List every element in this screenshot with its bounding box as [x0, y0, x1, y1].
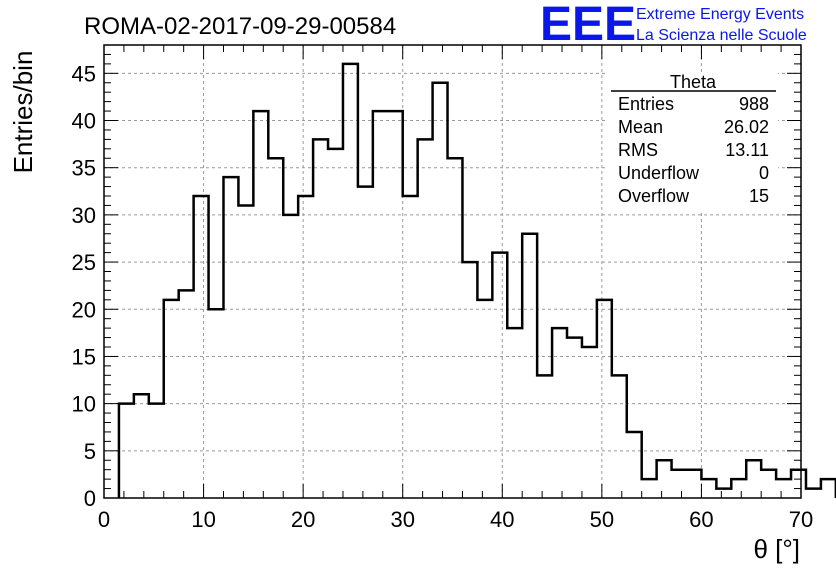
stats-label: Entries — [618, 94, 674, 114]
histogram-bin — [343, 64, 358, 498]
histogram-bin — [492, 253, 507, 498]
histogram-bin — [791, 470, 806, 498]
histogram-bin — [164, 300, 179, 498]
x-tick-label: 20 — [291, 507, 315, 532]
histogram-bin — [268, 158, 283, 498]
histogram-bin — [238, 205, 253, 498]
histogram-bin — [388, 111, 403, 498]
y-tick-label: 30 — [72, 203, 96, 228]
histogram-bin — [731, 479, 746, 498]
histogram-bin — [672, 470, 687, 498]
x-tick-labels: 0 10 20 30 40 50 60 70 — [98, 507, 813, 532]
histogram-outline — [117, 62, 836, 498]
y-tick-labels: 0 5 10 15 20 25 30 35 40 45 — [72, 61, 96, 511]
brand-line-1: Extreme Energy Events — [636, 6, 804, 23]
histogram-bin — [761, 470, 776, 498]
stats-value: 15 — [749, 186, 769, 206]
stats-label: Mean — [618, 117, 663, 137]
histogram-bin — [552, 328, 567, 498]
y-tick-label: 45 — [72, 61, 96, 86]
histogram-bin — [418, 139, 433, 498]
stats-background — [608, 72, 778, 212]
stats-label: Overflow — [618, 186, 690, 206]
histogram-bin — [149, 404, 164, 498]
y-tick-label: 25 — [72, 250, 96, 275]
x-tick-label: 10 — [191, 507, 215, 532]
stats-value: 13.11 — [725, 140, 769, 160]
y-tick-label: 35 — [72, 156, 96, 181]
histogram-bin — [462, 262, 477, 498]
histogram-bin — [433, 83, 448, 498]
histogram-bin — [179, 290, 194, 498]
stats-rows: Entries 988 Mean 26.02 RMS 13.11 Underflow 0 Ove… — [618, 94, 769, 206]
y-tick-label: 40 — [72, 109, 96, 134]
histogram-bin — [298, 196, 313, 498]
histogram-bin — [209, 309, 224, 498]
histogram-bin — [686, 470, 701, 498]
histogram-bin — [522, 234, 537, 498]
histogram-bin — [373, 111, 388, 498]
x-tick-label: 0 — [98, 507, 110, 532]
histogram-bin — [223, 177, 238, 498]
histogram-bin — [642, 479, 657, 498]
stats-box: Theta Entries 988 Mean 26.02 RMS 13.11 Underfl… — [608, 72, 778, 212]
histogram-bin — [477, 300, 492, 498]
histogram-bin — [806, 489, 821, 498]
x-axis-label: θ [°] — [753, 534, 800, 564]
x-tick-label: 50 — [590, 507, 614, 532]
histogram-bin — [701, 479, 716, 498]
histogram-bin — [194, 196, 209, 498]
histogram-bin — [776, 479, 791, 498]
y-tick-label: 15 — [72, 344, 96, 369]
chart-title: ROMA-02-2017-09-29-00584 — [84, 13, 396, 40]
histogram-bin — [567, 338, 582, 498]
histogram-bin — [507, 328, 522, 498]
plot-frame — [103, 44, 802, 499]
eee-brand: EEE Extreme Energy Events La Scienza nel… — [540, 0, 807, 51]
histogram-bin — [403, 196, 418, 498]
stats-value: 26.02 — [724, 117, 769, 137]
y-tick-label: 10 — [72, 392, 96, 417]
histogram-bin — [313, 139, 328, 498]
x-tick-label: 40 — [490, 507, 514, 532]
x-tick-label: 30 — [390, 507, 414, 532]
histogram-bin — [597, 300, 612, 498]
histogram-bin — [119, 404, 134, 498]
histogram-bin — [627, 432, 642, 498]
histogram-bin — [612, 375, 627, 498]
histogram-bin — [716, 489, 731, 498]
histogram-bin — [328, 149, 343, 498]
histogram-bin — [448, 158, 463, 498]
histogram-bin — [134, 394, 149, 498]
y-axis-label: Entries/bin — [8, 51, 38, 174]
eee-logo: EEE — [540, 0, 636, 51]
y-tick-label: 5 — [84, 439, 96, 464]
axis-ticks — [103, 44, 802, 499]
y-tick-label: 0 — [84, 486, 96, 511]
histogram-bin — [821, 479, 836, 498]
histogram-bin — [537, 375, 552, 498]
x-tick-label: 70 — [789, 507, 813, 532]
stats-value: 0 — [759, 163, 769, 183]
brand-line-2: La Scienza nelle Scuole — [636, 27, 807, 44]
histogram-bin — [582, 347, 597, 498]
y-tick-label: 20 — [72, 297, 96, 322]
stats-label: RMS — [618, 140, 658, 160]
x-tick-label: 60 — [689, 507, 713, 532]
stats-value: 988 — [739, 94, 769, 114]
histogram-bin — [657, 460, 672, 498]
stats-title: Theta — [670, 72, 717, 92]
stats-label: Underflow — [618, 163, 700, 183]
histogram-bin — [253, 111, 268, 498]
histogram-bin — [746, 460, 761, 498]
